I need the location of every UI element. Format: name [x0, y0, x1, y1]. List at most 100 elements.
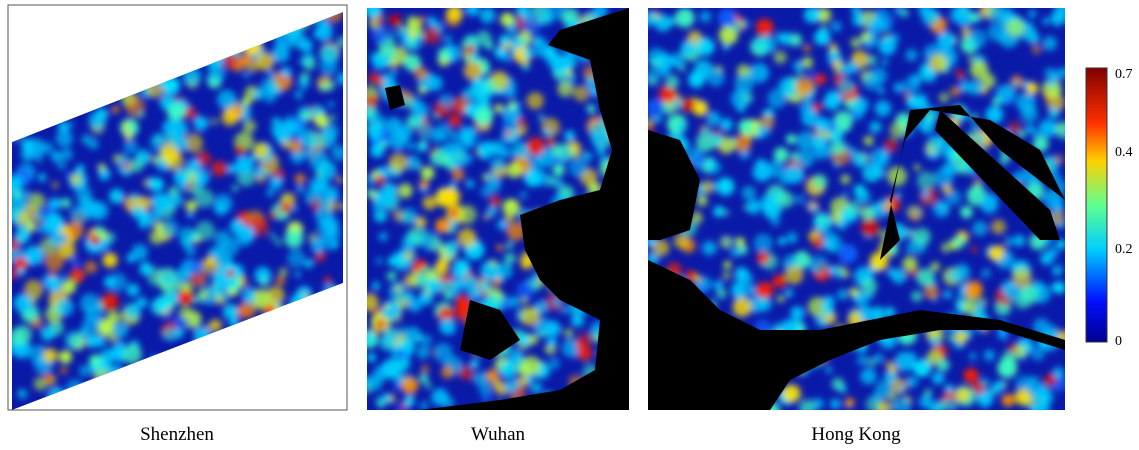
- heat-hotspot: [1044, 374, 1056, 386]
- heat-blob: [840, 174, 851, 185]
- heat-blob: [69, 268, 85, 283]
- heat-blob: [992, 385, 1002, 394]
- heat-blob: [122, 167, 132, 177]
- heat-blob: [124, 132, 132, 140]
- heat-blob: [448, 208, 459, 218]
- heat-blob: [654, 14, 672, 32]
- heat-blob: [489, 195, 501, 207]
- heat-blob: [398, 337, 406, 345]
- heat-blob: [971, 246, 978, 254]
- heat-blob: [60, 197, 71, 209]
- heat-blob: [256, 52, 275, 71]
- heat-blob: [753, 233, 773, 253]
- heat-blob: [404, 240, 414, 250]
- heat-blob: [1019, 285, 1040, 305]
- heat-blob: [371, 281, 381, 290]
- heat-blob: [319, 44, 340, 65]
- heat-blob: [185, 200, 198, 213]
- heat-blob: [253, 142, 269, 159]
- heat-blob: [501, 120, 509, 128]
- heat-blob: [881, 21, 892, 33]
- heat-blob: [59, 366, 68, 375]
- heat-blob: [131, 244, 148, 261]
- colorbar: [1085, 67, 1108, 343]
- heat-blob: [449, 147, 470, 168]
- heat-blob: [208, 319, 222, 333]
- heat-blob: [111, 105, 120, 114]
- heat-blob: [375, 318, 387, 330]
- heat-blob: [474, 105, 494, 125]
- heat-blob: [832, 267, 844, 279]
- heat-blob: [688, 71, 705, 88]
- heat-blob: [869, 16, 886, 33]
- heat-blob: [13, 256, 28, 271]
- heat-blob: [234, 155, 254, 175]
- heat-blob: [503, 252, 516, 265]
- heat-blob: [968, 12, 980, 23]
- heat-blob: [315, 23, 333, 41]
- heat-blob: [394, 284, 403, 293]
- heat-blob: [48, 197, 61, 210]
- heat-blob: [190, 270, 207, 287]
- heat-blob: [33, 376, 48, 391]
- heat-blob: [654, 115, 662, 123]
- heat-blob: [870, 392, 882, 403]
- heat-blob: [937, 358, 950, 372]
- heat-blob: [706, 111, 721, 126]
- heat-blob: [472, 92, 490, 110]
- heat-blob: [229, 219, 245, 234]
- heat-blob: [201, 257, 219, 275]
- heat-blob: [931, 371, 945, 385]
- heat-blob: [451, 168, 465, 181]
- heat-blob: [243, 119, 256, 133]
- heat-blob: [253, 90, 263, 99]
- heat-blob: [398, 183, 413, 198]
- heat-blob: [496, 262, 513, 279]
- heat-blob: [773, 50, 787, 64]
- heat-blob: [722, 44, 729, 51]
- heat-blob: [420, 334, 433, 347]
- heat-blob: [97, 163, 106, 172]
- heat-blob: [372, 26, 390, 44]
- heat-blob: [223, 304, 239, 320]
- heat-blob: [1042, 36, 1058, 51]
- heat-blob: [863, 73, 881, 91]
- heat-blob: [921, 190, 929, 198]
- heat-blob: [526, 137, 545, 156]
- heat-blob: [56, 298, 74, 317]
- heat-blob: [830, 398, 841, 410]
- heat-blob: [400, 207, 418, 225]
- heat-blob: [1008, 121, 1021, 135]
- heat-blob: [151, 155, 160, 164]
- heat-blob: [178, 227, 196, 245]
- heat-blob: [242, 71, 250, 79]
- heat-blob: [241, 96, 252, 107]
- heat-blob: [51, 181, 59, 189]
- heat-blob: [1055, 121, 1065, 139]
- heat-blob: [331, 145, 343, 161]
- heat-blob: [518, 332, 532, 346]
- heat-blob: [368, 128, 382, 142]
- heat-blob: [852, 152, 868, 168]
- heat-blob: [777, 191, 794, 208]
- heat-blob: [1033, 318, 1050, 335]
- heat-blob: [495, 49, 503, 57]
- heat-blob: [734, 74, 754, 94]
- heat-blob: [801, 56, 813, 69]
- heat-blob: [870, 202, 881, 213]
- heat-blob: [484, 40, 494, 51]
- heat-blob: [17, 389, 28, 399]
- heat-blob: [746, 199, 762, 215]
- heat-blob: [338, 202, 343, 210]
- heat-blob: [433, 342, 453, 362]
- heat-blob: [403, 273, 418, 288]
- heat-blob: [75, 164, 85, 174]
- heat-blob: [855, 107, 864, 116]
- heat-blob: [921, 8, 940, 27]
- heat-blob: [972, 221, 988, 236]
- heat-blob: [65, 221, 84, 240]
- heat-blob: [298, 79, 309, 90]
- heat-blob: [238, 300, 257, 319]
- heat-blob: [815, 117, 830, 132]
- heat-blob: [15, 228, 30, 244]
